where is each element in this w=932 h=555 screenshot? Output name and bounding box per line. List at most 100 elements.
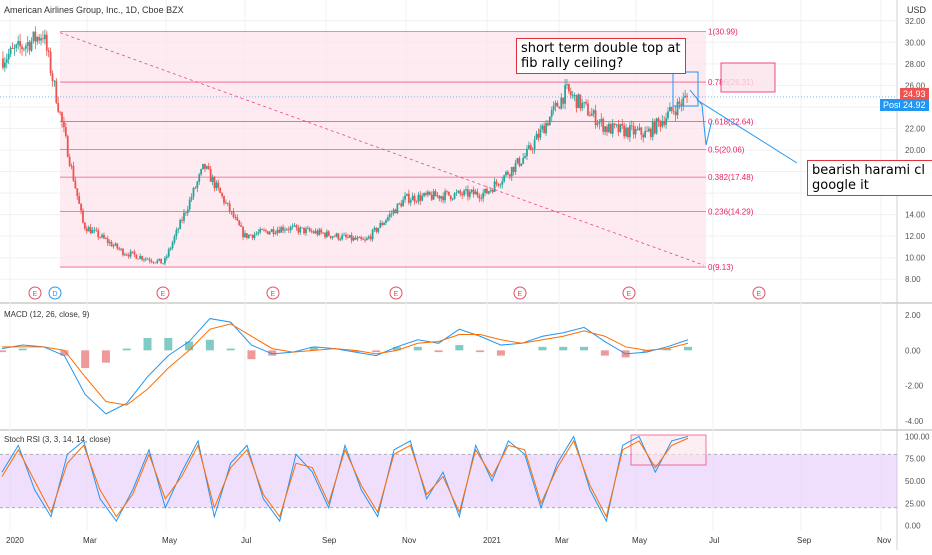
candle-body xyxy=(345,234,347,237)
candle-body xyxy=(59,111,62,113)
candle-body xyxy=(409,200,412,203)
candle-body xyxy=(32,31,35,41)
candle-body xyxy=(64,127,67,137)
candle-body xyxy=(487,191,490,194)
macd-histogram-bar xyxy=(205,339,214,351)
candle-body xyxy=(247,234,250,238)
candle-body xyxy=(668,106,671,112)
candle-body xyxy=(554,102,557,106)
candle-body xyxy=(625,127,627,137)
candle-body xyxy=(276,229,279,234)
macd-histogram-bar xyxy=(351,350,360,353)
candle-body xyxy=(630,125,633,127)
candle-body xyxy=(571,95,574,97)
candle-body xyxy=(164,257,166,264)
candle-body xyxy=(21,46,23,50)
fib-label: 0.382(17.48) xyxy=(708,173,754,182)
candle-body xyxy=(325,231,328,238)
candle-body xyxy=(686,95,688,97)
candle-body xyxy=(7,54,10,60)
candle-body xyxy=(491,189,494,192)
candle-body xyxy=(186,209,189,213)
candle-body xyxy=(495,181,498,184)
callout-line xyxy=(696,99,798,164)
macd-histogram-bar xyxy=(413,346,422,351)
candle-body xyxy=(217,182,220,188)
double-top-note[interactable]: short term double top at fib rally ceili… xyxy=(516,38,686,74)
candle-body xyxy=(621,123,624,126)
candle-body xyxy=(480,198,483,200)
candle-body xyxy=(446,191,448,193)
candle-body xyxy=(640,127,643,135)
candle-body xyxy=(503,175,506,182)
candle-body xyxy=(510,166,513,177)
candle-body xyxy=(419,194,422,201)
price-tick-label: 32.00 xyxy=(905,17,926,26)
candle-body xyxy=(124,254,126,256)
candle-body xyxy=(76,188,79,197)
candle-body xyxy=(316,230,319,235)
candle-body xyxy=(385,220,387,223)
candle-body xyxy=(348,234,351,238)
candle-body xyxy=(108,241,111,244)
candle-body xyxy=(588,115,591,117)
macd-line-Signal xyxy=(2,323,689,406)
candle-body xyxy=(223,196,225,204)
candle-body xyxy=(531,149,534,151)
candle-body xyxy=(194,187,197,189)
candle-body xyxy=(442,196,445,201)
candle-body xyxy=(297,227,300,233)
candle-body xyxy=(234,217,237,219)
candle-body xyxy=(74,180,77,189)
harami-note[interactable]: bearish harami cl google it xyxy=(807,160,932,196)
price-tick-label: 8.00 xyxy=(905,275,921,284)
candle-body xyxy=(278,229,281,233)
candle-body xyxy=(171,242,174,248)
candle-body xyxy=(242,226,244,238)
fib-label: 0.5(20.06) xyxy=(708,145,745,154)
currency-label: USD xyxy=(907,5,927,15)
candle-body xyxy=(366,238,368,240)
candle-body xyxy=(564,85,566,104)
rsi-line-K xyxy=(1,435,689,523)
candle-body xyxy=(507,171,509,175)
candle-body xyxy=(648,128,650,132)
candle-body xyxy=(66,136,69,157)
price-tick-label: 10.00 xyxy=(905,254,926,263)
x-tick-label: Nov xyxy=(877,536,891,545)
rsi-tick-label: 50.00 xyxy=(905,477,926,486)
candle-body xyxy=(657,118,660,122)
candle-body xyxy=(101,234,103,238)
candle-body xyxy=(400,203,403,207)
rsi-line-D xyxy=(1,437,689,519)
candle-body xyxy=(627,127,629,138)
candle-body xyxy=(305,228,307,234)
candle-body xyxy=(266,231,269,235)
macd-tick-label: -2.00 xyxy=(905,382,924,391)
candle-body xyxy=(581,102,584,109)
candle-body xyxy=(72,165,75,181)
candle-body xyxy=(455,192,458,194)
candle-body xyxy=(360,237,363,240)
candle-body xyxy=(426,191,429,195)
candle-body xyxy=(95,229,98,231)
candle-body xyxy=(465,189,467,191)
candle-body xyxy=(529,145,532,150)
candle-body xyxy=(93,229,96,231)
candle-body xyxy=(598,121,601,124)
candle-body xyxy=(38,37,41,41)
candle-body xyxy=(63,122,65,128)
candle-body xyxy=(617,124,620,132)
candle-body xyxy=(181,219,183,221)
macd-histogram-bar xyxy=(164,338,173,351)
candle-body xyxy=(611,123,614,134)
candle-body xyxy=(499,184,502,186)
candle-body xyxy=(295,225,298,228)
candle-body xyxy=(520,163,523,166)
candle-body xyxy=(3,62,6,68)
candle-body xyxy=(70,165,73,167)
candle-body xyxy=(148,259,151,261)
candle-body xyxy=(619,123,622,132)
